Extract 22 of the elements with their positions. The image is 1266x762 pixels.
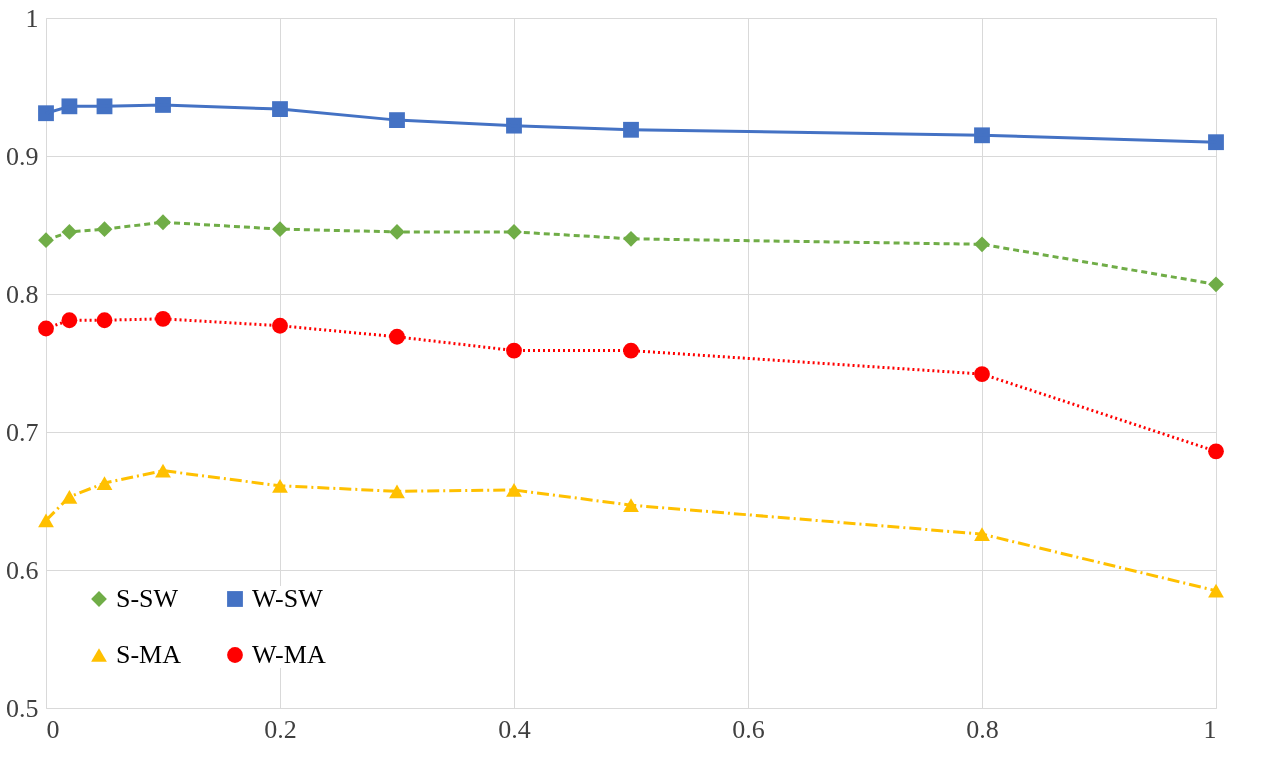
point [1208,134,1224,151]
y-tick-label: 0.8 [6,279,39,309]
legend-label: W-MA [252,640,326,669]
point [38,320,54,337]
y-tick-label: 1 [25,3,39,33]
y-tick-label: 0.5 [6,693,39,723]
x-tick-label: 0 [46,714,60,744]
point [506,483,522,497]
x-tick-label: 0.2 [264,714,297,744]
y-tick-label: 0.7 [6,417,39,447]
x-tick-label: 1 [1203,714,1217,744]
y-tick-label: 0.6 [6,555,39,585]
point [1208,583,1224,598]
legend-label: S-MA [116,640,182,669]
x-tick-label: 0.6 [732,714,765,744]
legend-label: W-SW [252,584,324,613]
x-tick-label: 0.8 [966,714,999,744]
y-tick-label: 0.9 [6,141,39,171]
legend-label: S-SW [116,584,179,613]
point [1208,443,1224,460]
point [38,105,54,122]
x-tick-label: 0.4 [498,714,531,744]
